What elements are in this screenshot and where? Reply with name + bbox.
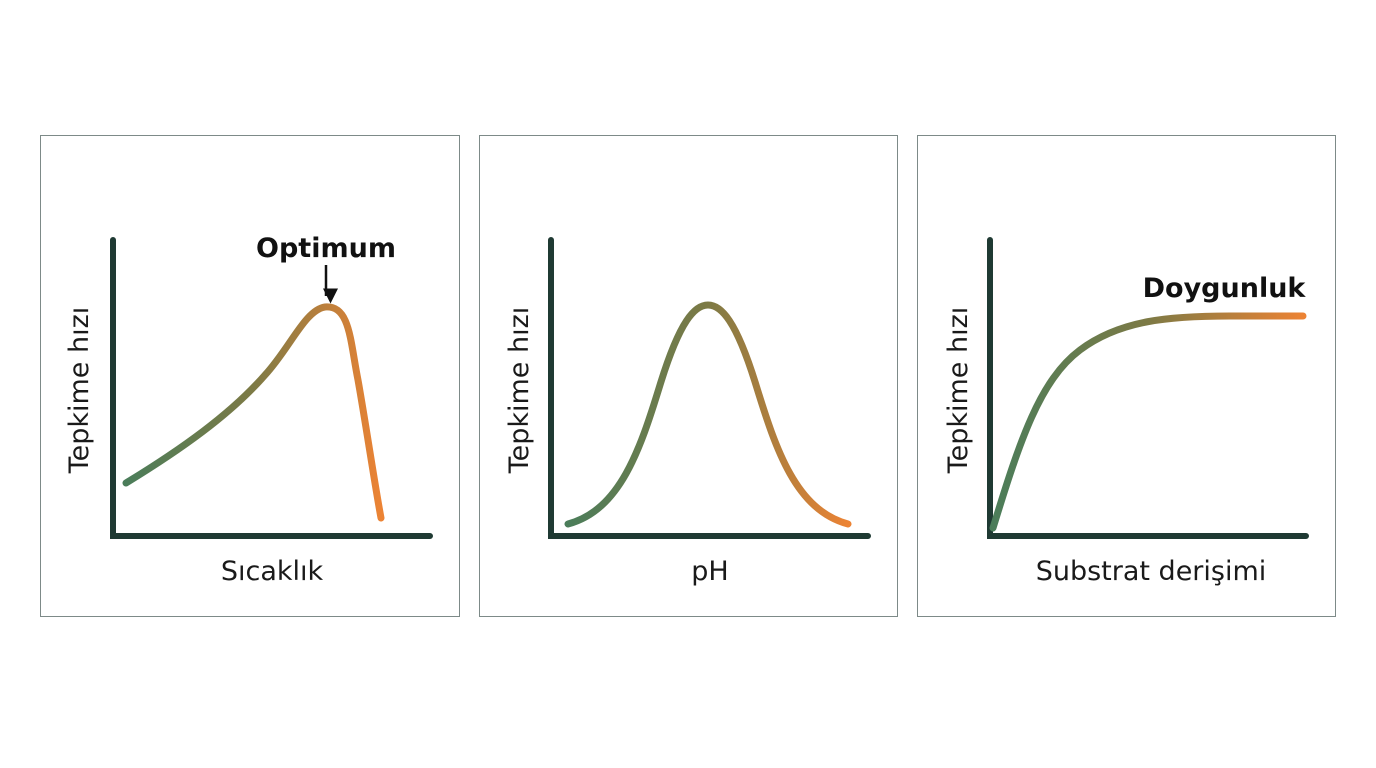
axes xyxy=(110,237,433,539)
rate-curve xyxy=(989,312,1307,532)
rate-curve xyxy=(122,303,385,522)
axes xyxy=(548,237,871,539)
panel-frame xyxy=(917,135,1336,617)
panel-frame xyxy=(40,135,460,617)
panel-temperature: Optimum Tepkime hızı Sıcaklık xyxy=(40,135,460,617)
y-axis-label: Tepkime hızı xyxy=(943,307,974,475)
x-axis-label: pH xyxy=(691,556,728,587)
y-axis-label: Tepkime hızı xyxy=(64,307,95,475)
annotation: Doygunluk xyxy=(1143,273,1307,304)
rate-curve xyxy=(564,301,852,528)
x-axis-label: Sıcaklık xyxy=(221,556,324,587)
panel-ph: Tepkime hızı pH xyxy=(479,135,898,617)
axes xyxy=(987,237,1309,539)
panel-substrate: Doygunluk Tepkime hızı Substrat derişimi xyxy=(917,135,1336,617)
x-axis-label: Substrat derişimi xyxy=(1036,556,1267,587)
annotation: Optimum xyxy=(256,233,396,264)
y-axis-label: Tepkime hızı xyxy=(504,307,535,475)
panel-frame xyxy=(479,135,898,617)
